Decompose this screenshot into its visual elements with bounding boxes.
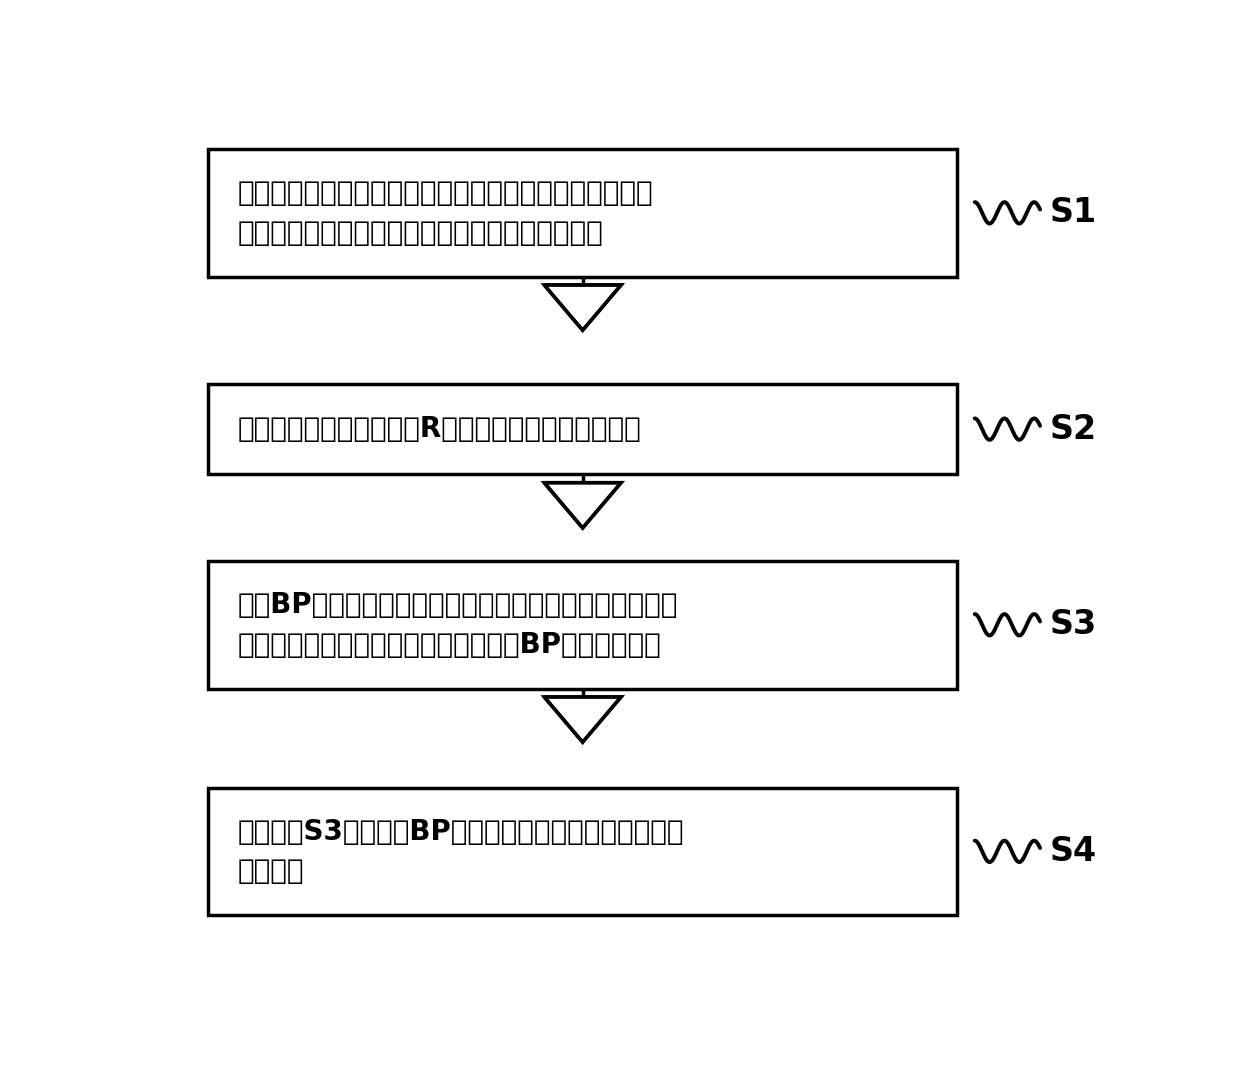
Text: 利用步骤S3中得到的BP神经网络模型对待识别电压信号: 利用步骤S3中得到的BP神经网络模型对待识别电压信号 xyxy=(238,817,684,845)
Bar xyxy=(208,149,957,277)
Bar xyxy=(208,384,957,474)
Text: 进行识别: 进行识别 xyxy=(238,857,304,885)
Text: S2: S2 xyxy=(1050,413,1097,445)
Polygon shape xyxy=(544,285,621,331)
Polygon shape xyxy=(544,697,621,743)
Text: 号，对原始电压信号通过自适应阈值小波变换去躁: 号，对原始电压信号通过自适应阈值小波变换去躁 xyxy=(238,218,604,246)
Polygon shape xyxy=(544,483,621,528)
Text: 差小于预定值时停止训练，得到合格的BP神经网络模型: 差小于预定值时停止训练，得到合格的BP神经网络模型 xyxy=(238,630,662,658)
Text: 采集微能源器件开路状态下的动态电压，获得原始电压信: 采集微能源器件开路状态下的动态电压，获得原始电压信 xyxy=(238,179,653,208)
Text: S3: S3 xyxy=(1050,609,1097,641)
Bar xyxy=(208,561,957,689)
Text: 提取去噪后的电压信号的R波峰值，得到模型输入数据: 提取去噪后的电压信号的R波峰值，得到模型输入数据 xyxy=(238,415,641,443)
Text: S4: S4 xyxy=(1050,835,1097,868)
Text: S1: S1 xyxy=(1050,197,1097,229)
Text: 建立BP神经网络模型，输入数据对模型进行训练，训练误: 建立BP神经网络模型，输入数据对模型进行训练，训练误 xyxy=(238,591,678,620)
Bar xyxy=(208,788,957,915)
